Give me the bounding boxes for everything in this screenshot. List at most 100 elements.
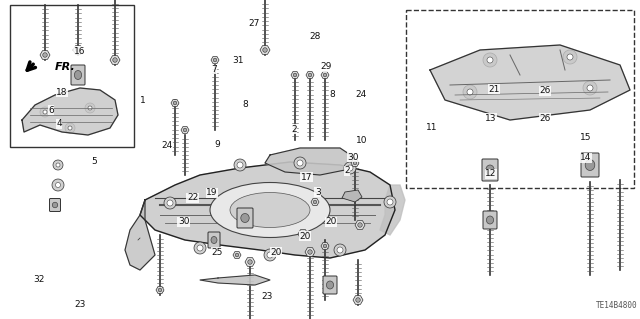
Text: 9: 9 [214, 140, 220, 149]
Circle shape [267, 252, 273, 258]
Circle shape [297, 160, 303, 166]
FancyBboxPatch shape [483, 211, 497, 229]
Text: 8: 8 [330, 90, 335, 99]
Ellipse shape [585, 160, 595, 170]
Circle shape [113, 58, 117, 62]
Ellipse shape [210, 182, 330, 238]
Circle shape [293, 73, 297, 77]
Polygon shape [245, 258, 255, 266]
Polygon shape [306, 71, 314, 78]
Text: 1: 1 [140, 96, 145, 105]
Circle shape [76, 48, 80, 52]
Polygon shape [265, 148, 355, 175]
Circle shape [158, 288, 162, 292]
Polygon shape [73, 46, 83, 54]
Text: 30: 30 [178, 217, 189, 226]
Text: 21: 21 [488, 85, 500, 94]
Polygon shape [260, 46, 270, 54]
Ellipse shape [52, 202, 58, 208]
Circle shape [334, 244, 346, 256]
Circle shape [487, 57, 493, 63]
Circle shape [236, 253, 239, 257]
Circle shape [308, 73, 312, 77]
FancyBboxPatch shape [208, 232, 220, 248]
Circle shape [323, 244, 327, 248]
Circle shape [387, 199, 393, 205]
Polygon shape [311, 198, 319, 205]
FancyBboxPatch shape [237, 208, 253, 228]
Circle shape [68, 126, 72, 130]
Text: 24: 24 [161, 141, 173, 150]
Circle shape [197, 245, 203, 251]
FancyBboxPatch shape [49, 198, 61, 211]
Ellipse shape [230, 192, 310, 227]
Text: 12: 12 [485, 169, 497, 178]
Circle shape [213, 58, 217, 62]
Circle shape [183, 128, 187, 132]
Polygon shape [342, 190, 362, 202]
FancyBboxPatch shape [323, 276, 337, 294]
Polygon shape [305, 248, 315, 256]
Circle shape [323, 73, 327, 77]
Polygon shape [321, 71, 329, 78]
Circle shape [337, 247, 343, 253]
Circle shape [167, 200, 173, 206]
Polygon shape [321, 242, 329, 249]
Circle shape [483, 53, 497, 67]
Ellipse shape [326, 281, 333, 289]
Circle shape [344, 162, 356, 174]
Text: 16: 16 [74, 47, 85, 56]
Text: 11: 11 [426, 123, 438, 132]
Text: 7: 7 [211, 65, 217, 74]
Text: 32: 32 [33, 275, 45, 284]
Text: 6: 6 [48, 106, 54, 115]
Polygon shape [291, 71, 299, 78]
Polygon shape [233, 252, 241, 258]
Text: 26: 26 [540, 114, 551, 122]
Text: FR.: FR. [55, 62, 76, 72]
Circle shape [43, 53, 47, 57]
Circle shape [85, 103, 95, 113]
Text: 20: 20 [270, 248, 282, 256]
FancyBboxPatch shape [482, 159, 498, 181]
Ellipse shape [211, 236, 217, 243]
Text: 10: 10 [356, 136, 367, 145]
Text: 27: 27 [248, 19, 260, 28]
Circle shape [313, 200, 317, 204]
Text: 8: 8 [242, 100, 248, 109]
Circle shape [43, 110, 47, 114]
Ellipse shape [486, 216, 493, 224]
Polygon shape [351, 160, 359, 167]
Text: 19: 19 [206, 189, 218, 197]
Text: 29: 29 [320, 63, 332, 71]
Polygon shape [380, 185, 405, 235]
Circle shape [294, 157, 306, 169]
Polygon shape [181, 127, 189, 133]
Text: TE14B4800: TE14B4800 [596, 301, 638, 310]
Circle shape [301, 232, 305, 236]
Circle shape [467, 89, 473, 95]
Circle shape [56, 182, 61, 188]
Circle shape [56, 163, 60, 167]
Text: 20: 20 [300, 232, 311, 241]
Text: 2: 2 [344, 166, 350, 175]
Circle shape [52, 179, 64, 191]
Text: 23: 23 [74, 300, 86, 309]
Text: 23: 23 [261, 292, 273, 301]
Polygon shape [355, 221, 365, 229]
Circle shape [353, 161, 357, 165]
Text: 2: 2 [291, 125, 297, 134]
Text: 5: 5 [92, 157, 97, 166]
Polygon shape [22, 88, 118, 135]
Polygon shape [298, 230, 308, 238]
Circle shape [587, 85, 593, 91]
Polygon shape [353, 296, 363, 304]
Circle shape [263, 48, 268, 52]
Circle shape [234, 159, 246, 171]
Circle shape [237, 162, 243, 168]
Circle shape [88, 106, 92, 110]
Bar [10, 5, 134, 147]
Circle shape [308, 250, 312, 254]
Text: 25: 25 [211, 248, 223, 256]
Circle shape [563, 50, 577, 64]
